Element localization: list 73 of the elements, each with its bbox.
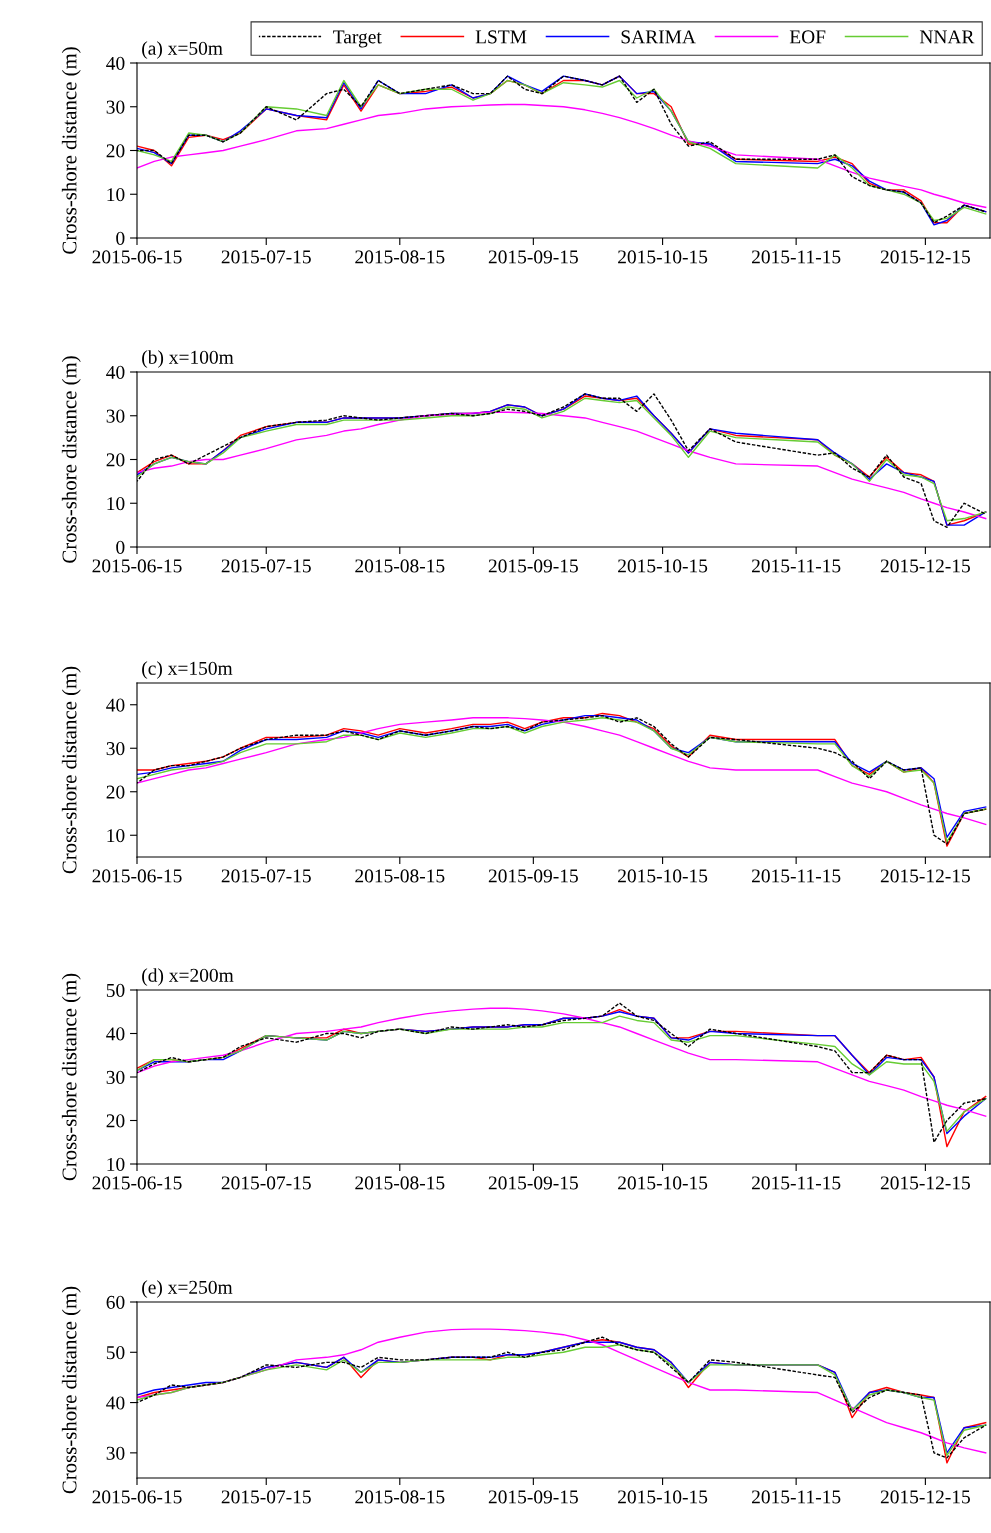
x-tick-label: 2015-11-15 <box>751 559 841 573</box>
y-tick-label: 50 <box>106 983 125 997</box>
x-tick-label: 2015-06-15 <box>92 250 182 264</box>
x-tick-label: 2015-11-15 <box>751 250 841 264</box>
x-tick-label: 2015-09-15 <box>488 250 578 264</box>
legend-label: SARIMA <box>621 30 696 44</box>
x-tick-label: 2015-08-15 <box>355 559 445 573</box>
y-tick-label: 0 <box>116 231 125 245</box>
x-tick-label: 2015-08-15 <box>355 1176 445 1190</box>
legend-label: Target <box>333 30 382 48</box>
x-tick-label: 2015-10-15 <box>618 559 708 573</box>
x-tick-label: 2015-10-15 <box>618 1176 708 1190</box>
x-tick-label: 2015-07-15 <box>221 1490 311 1504</box>
x-tick-label: 2015-07-15 <box>221 250 311 264</box>
x-tick-label: 2015-06-15 <box>92 869 182 883</box>
x-tick-label: 2015-08-15 <box>355 1490 445 1504</box>
x-tick-label: 2015-07-15 <box>221 869 311 883</box>
chart-title: (c) x=150m <box>142 661 233 679</box>
y-tick-label: 40 <box>106 365 125 379</box>
y-axis-title: Cross-shore distance (m) <box>61 356 81 563</box>
legend-label: EOF <box>789 30 826 44</box>
x-tick-label: 2015-06-15 <box>92 1176 182 1190</box>
x-tick-label: 2015-09-15 <box>488 1490 578 1504</box>
y-axis-title: Cross-shore distance (m) <box>61 666 81 874</box>
x-tick-label: 2015-08-15 <box>355 250 445 264</box>
x-tick-label: 2015-12-15 <box>880 1176 970 1190</box>
x-tick-label: 2015-12-15 <box>880 559 970 573</box>
y-tick-label: 10 <box>107 1157 125 1171</box>
y-tick-label: 40 <box>106 1396 125 1410</box>
y-tick-label: 30 <box>106 409 125 423</box>
y-axis-title: Cross-shore distance (m) <box>61 47 81 254</box>
y-tick-label: 30 <box>106 1070 125 1084</box>
y-tick-label: 10 <box>107 829 125 843</box>
x-tick-label: 2015-12-15 <box>880 250 970 264</box>
x-tick-label: 2015-09-15 <box>488 869 578 883</box>
x-tick-label: 2015-07-15 <box>221 559 311 573</box>
x-tick-label: 2015-10-15 <box>618 1490 708 1504</box>
x-tick-label: 2015-06-15 <box>92 1490 182 1504</box>
y-tick-label: 40 <box>106 1027 125 1041</box>
y-tick-label: 20 <box>106 453 125 467</box>
x-tick-label: 2015-11-15 <box>751 1176 841 1190</box>
chart-title: (a) x=50m <box>142 41 223 59</box>
x-tick-label: 2015-10-15 <box>618 250 708 264</box>
y-tick-label: 20 <box>106 144 125 158</box>
y-tick-label: 40 <box>106 698 125 712</box>
x-tick-label: 2015-12-15 <box>880 1490 970 1504</box>
y-tick-label: 10 <box>107 188 125 202</box>
y-tick-label: 10 <box>107 497 125 511</box>
y-tick-label: 20 <box>106 1114 125 1128</box>
y-tick-label: 30 <box>106 742 125 756</box>
y-tick-label: 30 <box>106 1446 125 1460</box>
y-axis-title: Cross-shore distance (m) <box>61 1286 81 1494</box>
x-tick-label: 2015-11-15 <box>751 869 841 883</box>
y-tick-label: 30 <box>106 100 125 114</box>
x-tick-label: 2015-09-15 <box>488 1176 578 1190</box>
x-tick-label: 2015-12-15 <box>880 869 970 883</box>
y-tick-label: 0 <box>116 540 125 554</box>
legend-label: LSTM <box>475 30 527 44</box>
legend-label: NNAR <box>919 30 975 44</box>
x-tick-label: 2015-09-15 <box>488 559 578 573</box>
x-tick-label: 2015-11-15 <box>751 1490 841 1504</box>
x-tick-label: 2015-10-15 <box>618 869 708 883</box>
chart-title: (e) x=250m <box>142 1280 233 1298</box>
y-tick-label: 60 <box>106 1295 125 1309</box>
chart-title: (b) x=100m <box>142 350 234 368</box>
y-axis-title: Cross-shore distance (m) <box>61 973 81 1181</box>
y-tick-label: 40 <box>106 56 125 70</box>
x-tick-label: 2015-08-15 <box>355 869 445 883</box>
x-tick-label: 2015-06-15 <box>92 559 182 573</box>
y-tick-label: 50 <box>106 1346 125 1360</box>
x-tick-label: 2015-07-15 <box>221 1176 311 1190</box>
y-tick-label: 20 <box>106 785 125 799</box>
chart-title: (d) x=200m <box>142 968 234 986</box>
